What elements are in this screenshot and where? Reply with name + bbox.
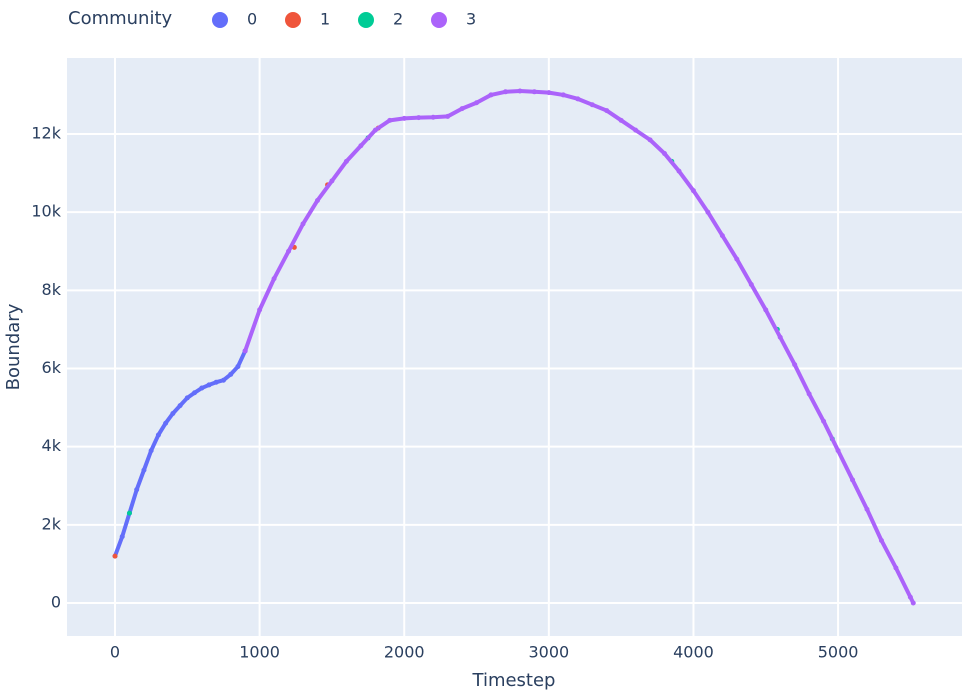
point <box>148 448 154 454</box>
point <box>763 307 769 313</box>
legend-marker <box>285 12 301 28</box>
point <box>546 90 552 96</box>
point <box>170 410 176 416</box>
legend-item[interactable]: 1 <box>285 10 330 29</box>
legend-title: Community <box>68 8 173 29</box>
legend-marker <box>431 12 447 28</box>
point <box>850 477 856 483</box>
point <box>488 92 494 98</box>
legend-item[interactable]: 3 <box>431 10 476 29</box>
point <box>821 418 827 424</box>
plot-background <box>67 58 962 636</box>
point <box>235 364 241 370</box>
point <box>445 113 451 119</box>
point <box>864 506 870 512</box>
point <box>401 115 407 121</box>
point <box>141 467 147 473</box>
point <box>517 88 523 94</box>
legend-label: 0 <box>247 10 257 29</box>
point <box>220 377 226 383</box>
point <box>314 197 320 203</box>
point <box>177 403 183 409</box>
y-tick-label: 4k <box>42 436 62 455</box>
point <box>119 534 125 540</box>
point <box>806 391 812 397</box>
point <box>662 151 668 157</box>
point <box>300 221 306 227</box>
point <box>748 281 754 287</box>
point <box>647 137 653 143</box>
point <box>271 276 277 282</box>
point <box>257 307 263 313</box>
legend-label: 1 <box>320 10 330 29</box>
legend-label: 3 <box>466 10 476 29</box>
point <box>134 487 140 493</box>
series-trace <box>243 89 916 604</box>
point <box>192 390 198 396</box>
point <box>878 537 884 543</box>
point <box>604 108 610 114</box>
y-tick-label: 8k <box>42 280 62 299</box>
y-axis-title: Boundary <box>3 303 24 390</box>
y-tick-label: 6k <box>42 358 62 377</box>
point <box>575 96 581 102</box>
point <box>560 92 566 98</box>
point <box>155 432 161 438</box>
point <box>358 143 364 149</box>
legend-label: 2 <box>393 10 403 29</box>
x-axis-title: Timestep <box>472 670 556 691</box>
point <box>199 385 205 391</box>
point <box>329 178 335 184</box>
point <box>910 600 916 606</box>
point <box>163 420 169 426</box>
point <box>430 114 436 120</box>
point <box>633 127 639 133</box>
x-tick-label: 3000 <box>528 643 569 662</box>
point <box>213 379 219 385</box>
x-tick-label: 0 <box>110 643 120 662</box>
point <box>416 115 422 121</box>
point <box>126 510 132 516</box>
point <box>112 553 118 559</box>
point <box>474 100 480 106</box>
x-tick-label: 5000 <box>818 643 859 662</box>
point <box>705 209 711 215</box>
point <box>777 334 783 340</box>
point <box>734 256 740 262</box>
point <box>228 371 234 377</box>
x-tick-label: 4000 <box>673 643 714 662</box>
legend-item[interactable]: 2 <box>358 10 403 29</box>
point <box>893 565 899 571</box>
point <box>206 382 212 388</box>
y-tick-label: 0 <box>51 593 61 612</box>
point <box>387 117 393 123</box>
point <box>502 89 508 95</box>
point <box>286 248 292 254</box>
y-tick-label: 10k <box>31 202 61 221</box>
x-tick-label: 2000 <box>384 643 425 662</box>
point <box>343 158 349 164</box>
point <box>907 594 913 600</box>
point <box>835 448 841 454</box>
point <box>690 188 696 194</box>
point <box>184 395 190 401</box>
point <box>531 89 537 95</box>
x-tick-label: 1000 <box>239 643 280 662</box>
legend-item[interactable]: 0 <box>212 10 257 29</box>
y-tick-label: 2k <box>42 514 62 533</box>
point <box>618 117 624 123</box>
point <box>242 348 248 354</box>
point <box>676 168 682 174</box>
point <box>372 127 378 133</box>
legend-marker <box>212 12 228 28</box>
point <box>589 102 595 108</box>
y-tick-label: 12k <box>31 124 61 143</box>
point <box>459 106 465 112</box>
legend-marker <box>358 12 374 28</box>
point <box>792 362 798 368</box>
point <box>719 233 725 239</box>
